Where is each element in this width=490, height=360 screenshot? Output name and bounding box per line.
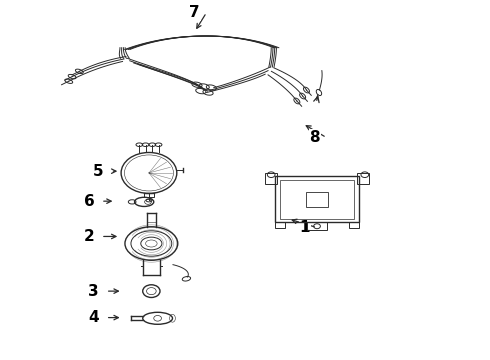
Bar (280, 180, 354, 219)
Bar (307, 222, 327, 230)
Text: 3: 3 (88, 284, 99, 299)
Text: 4: 4 (88, 310, 99, 325)
Bar (275, 176, 359, 222)
Text: 1: 1 (300, 220, 310, 235)
Text: 6: 6 (84, 194, 94, 209)
Text: 7: 7 (189, 5, 200, 20)
Bar (266, 173, 277, 184)
Bar (275, 222, 285, 228)
Bar (349, 222, 359, 228)
Bar (306, 192, 328, 207)
Text: 2: 2 (84, 229, 94, 244)
Text: 8: 8 (309, 130, 320, 145)
Bar (144, 193, 154, 197)
Bar (357, 173, 368, 184)
Text: 5: 5 (93, 164, 104, 179)
